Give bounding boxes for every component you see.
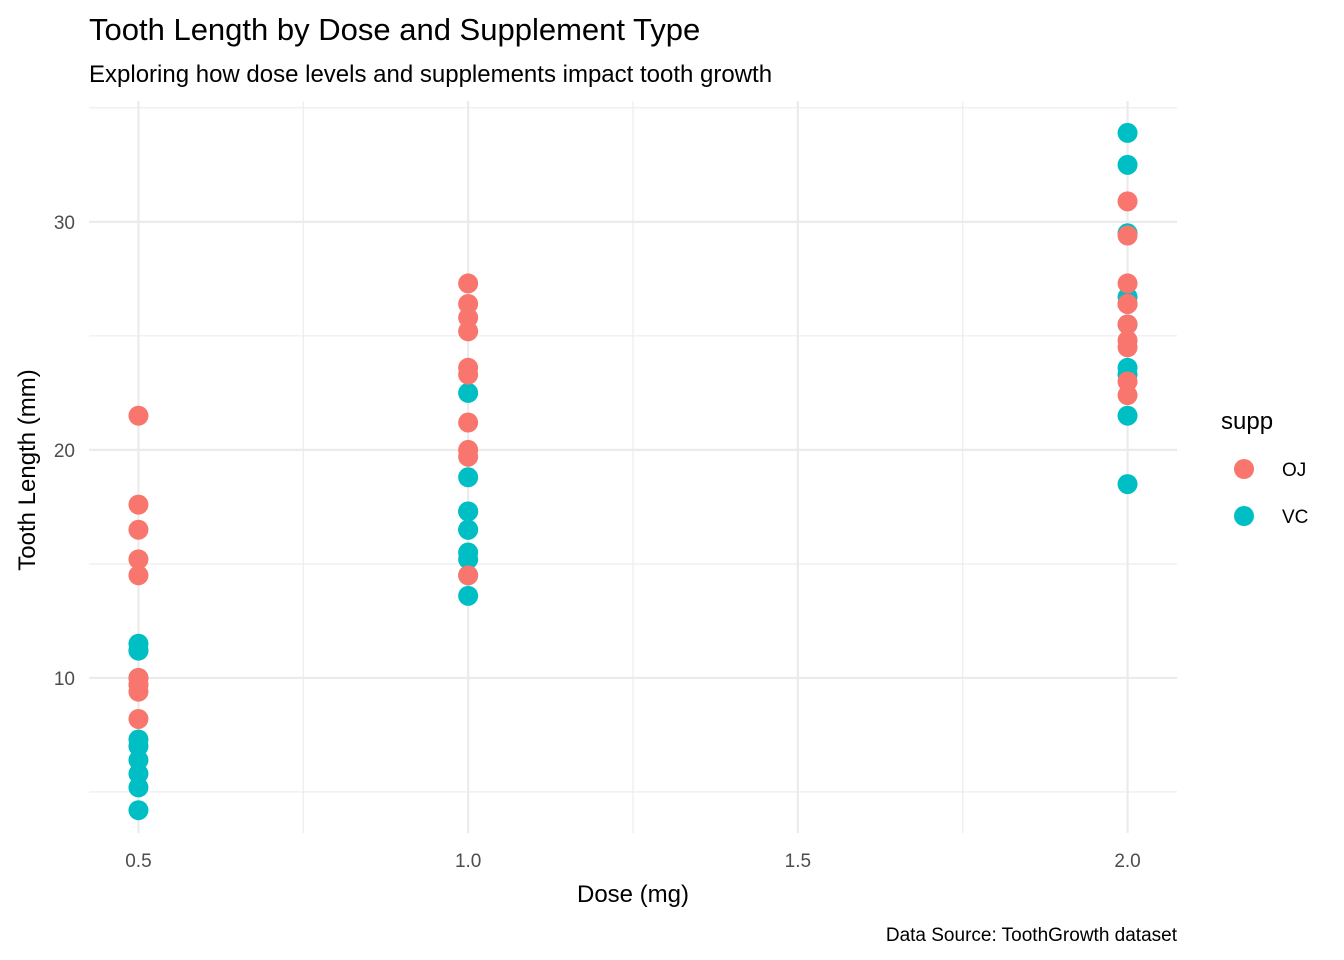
data-point-vc <box>1117 405 1138 426</box>
data-point-oj <box>128 549 149 570</box>
chart-subtitle: Exploring how dose levels and supplement… <box>89 61 772 88</box>
data-point-vc <box>128 750 149 771</box>
legend-items: OJ VC <box>1234 459 1308 528</box>
data-point-vc <box>1117 474 1138 495</box>
legend-key-vc <box>1234 506 1254 526</box>
data-point-oj <box>1117 330 1138 351</box>
data-point-oj <box>1117 225 1138 246</box>
x-axis-title: Dose (mg) <box>577 881 689 908</box>
data-point-vc <box>128 800 149 821</box>
legend-title: supp <box>1221 408 1273 435</box>
data-point-vc <box>458 501 479 522</box>
x-tick-label: 1.5 <box>785 851 811 872</box>
data-point-oj <box>458 439 479 460</box>
data-point-vc <box>458 382 479 403</box>
chart-title: Tooth Length by Dose and Supplement Type <box>89 12 700 47</box>
data-point-oj <box>128 519 149 540</box>
x-axis-ticks: 0.5 1.0 1.5 2.0 <box>125 851 1141 872</box>
y-tick-label: 20 <box>54 441 75 462</box>
data-point-vc <box>128 777 149 798</box>
data-point-oj <box>458 307 479 328</box>
data-point-vc <box>128 763 149 784</box>
y-tick-label: 10 <box>54 669 75 690</box>
data-point-vc <box>458 542 479 563</box>
data-point-oj <box>458 357 479 378</box>
x-tick-label: 2.0 <box>1114 851 1140 872</box>
data-point-oj <box>128 494 149 515</box>
data-point-oj <box>458 565 479 586</box>
data-point-oj <box>458 273 479 294</box>
data-point-oj <box>128 708 149 729</box>
y-axis-title: Tooth Length (mm) <box>14 369 41 570</box>
data-point-vc <box>1117 122 1138 143</box>
data-point-oj <box>1117 273 1138 294</box>
x-tick-label: 1.0 <box>455 851 481 872</box>
data-point-oj <box>458 321 479 342</box>
data-point-vc <box>1117 154 1138 175</box>
data-point-oj <box>458 293 479 314</box>
legend-key-oj <box>1234 459 1254 479</box>
data-point-oj <box>1117 314 1138 335</box>
data-point-oj <box>128 565 149 586</box>
data-point-oj <box>458 412 479 433</box>
data-point-oj <box>128 674 149 695</box>
data-point-vc <box>128 736 149 757</box>
y-axis-ticks: 10 20 30 <box>54 213 75 690</box>
legend: supp OJ VC <box>1221 408 1308 528</box>
legend-label-oj: OJ <box>1282 460 1306 481</box>
plot-points <box>128 122 1138 821</box>
data-point-vc <box>128 640 149 661</box>
data-point-vc <box>458 519 479 540</box>
data-point-vc <box>458 467 479 488</box>
y-tick-label: 30 <box>54 213 75 234</box>
chart-caption: Data Source: ToothGrowth dataset <box>886 925 1178 946</box>
legend-label-vc: VC <box>1282 507 1308 528</box>
data-point-vc <box>458 585 479 606</box>
data-point-oj <box>1117 293 1138 314</box>
data-point-oj <box>128 405 149 426</box>
data-point-oj <box>1117 371 1138 392</box>
data-point-oj <box>1117 385 1138 406</box>
x-tick-label: 0.5 <box>125 851 151 872</box>
data-point-oj <box>1117 191 1138 212</box>
plot-grid <box>89 101 1177 833</box>
